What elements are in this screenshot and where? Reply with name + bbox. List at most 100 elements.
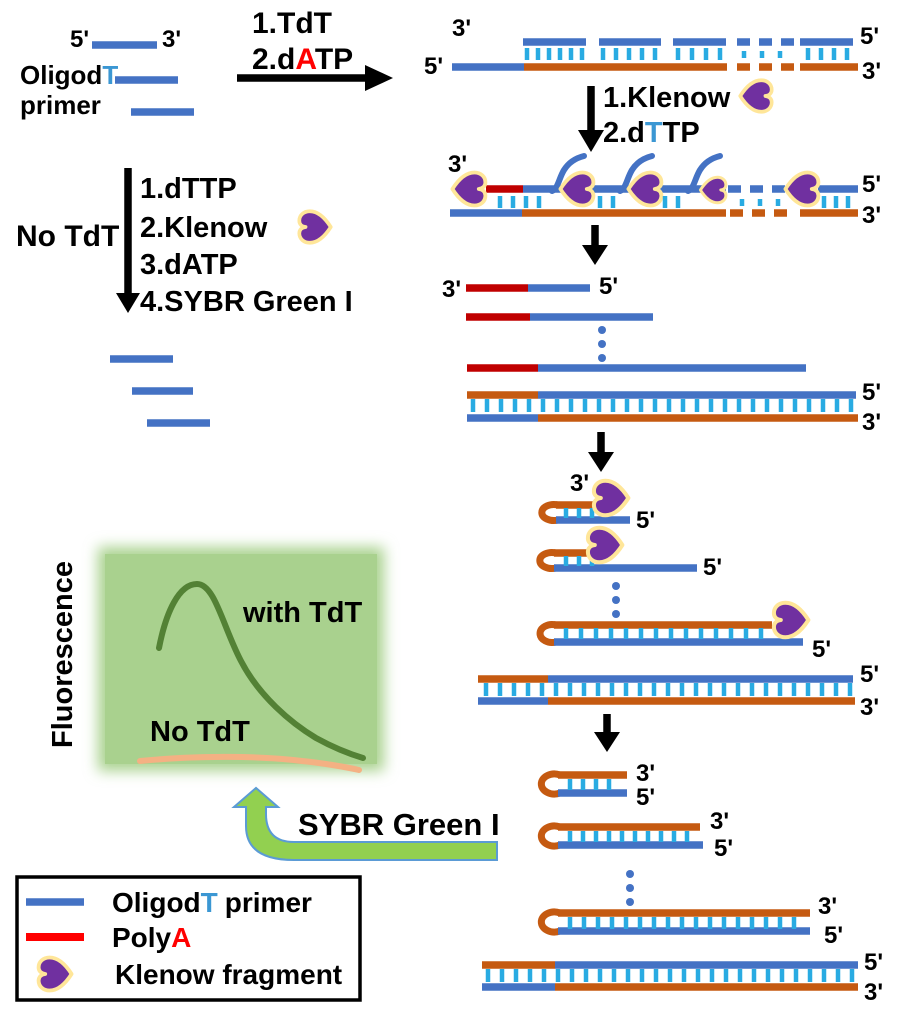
legend-oligodt-label: OligodT primer [112, 887, 312, 918]
ellipsis-dot [612, 596, 620, 604]
ellipsis-dot [598, 340, 606, 348]
five-prime-label: 5' [864, 949, 883, 976]
base-pair-ticks [600, 48, 658, 60]
three-prime-label: 3' [162, 26, 181, 53]
arrow-down-4 [594, 714, 620, 752]
base-pair-ticks-dashed [739, 199, 781, 206]
no-tdt-step-1: 1.dTTP [140, 173, 237, 205]
with-tdt-annotation: with TdT [242, 597, 362, 629]
base-pair-ticks [497, 196, 542, 208]
ellipsis-dot [626, 898, 634, 906]
hairpin-loop [537, 822, 562, 850]
three-prime-label: 3' [860, 694, 879, 721]
three-prime-label: 3' [710, 808, 729, 835]
klenow-fragment-icon [698, 175, 728, 205]
klenow-step-line2: 2.dTTP [603, 117, 700, 149]
base-pair-ticks [470, 399, 854, 412]
hairpin-loop [536, 621, 557, 646]
three-prime-label: 3' [570, 470, 589, 497]
oligodt-primer-pool: 5' 3' OligodT primer [20, 26, 194, 120]
no-tdt-branch: No TdT 1.dTTP 2.Klenow 3.dATP 4.SYBR Gre… [16, 168, 353, 427]
klenow-fragment-icon [738, 78, 774, 114]
klenow-fragment-icon [594, 481, 629, 516]
bent-up-arrow-icon [231, 786, 498, 861]
hairpin-loop [537, 770, 562, 798]
five-prime-label: 5' [862, 379, 881, 406]
base-pair-ticks [563, 628, 764, 639]
base-pair-ticks-dashed [741, 51, 783, 58]
hairpin-products-structure: 3' 5' 3' 5' 3' 5' 5' 3' [482, 760, 883, 1006]
three-prime-label: 3' [862, 202, 881, 229]
five-prime-label: 5' [636, 507, 655, 534]
klenow-fragment-icon [588, 528, 623, 563]
hairpin-klenow-structure: 3' 5' 5' 5' 5' 3' [478, 470, 879, 721]
five-prime-label: 5' [714, 835, 733, 862]
five-prime-label: 5' [424, 53, 443, 80]
arrow-klenow-dttp: 1.Klenow 2.dTTP [578, 78, 774, 152]
tdt-step-line1: 1.TdT [252, 7, 332, 40]
arrow-down-head-icon [578, 130, 604, 152]
klenow-extension-structure: 3' 5' 3' [448, 151, 881, 229]
legend-klenow-label: Klenow fragment [115, 959, 342, 990]
hairpin-loop [538, 501, 559, 524]
arrow-down-head-icon [116, 293, 140, 313]
base-pair-ticks [483, 683, 853, 696]
ellipsis-dot [626, 870, 634, 878]
ellipsis-dot [598, 354, 606, 362]
base-pair-ticks [821, 196, 851, 208]
base-pair-ticks [485, 969, 855, 982]
base-pair-ticks [662, 196, 681, 208]
klenow-fragment-icon [774, 603, 809, 638]
legend-polya-label: PolyA [112, 922, 191, 953]
fluorescence-chart: Fluorescence with TdT No TdT [47, 547, 384, 773]
annealed-template-structure: 3' 5' 5' 3' [424, 15, 881, 85]
three-prime-label: 3' [636, 760, 655, 787]
klenow-fragment-icon [297, 209, 333, 245]
sybr-green-arrow: SYBR Green I [231, 786, 500, 861]
no-tdt-step-3: 3.dATP [140, 249, 238, 281]
base-pair-ticks [567, 917, 797, 929]
hairpin-loop [536, 549, 557, 572]
base-pair-ticks [563, 508, 595, 518]
klenow-fragment-icon [558, 170, 596, 208]
three-prime-label: 3' [818, 893, 837, 920]
tdt-step-line2: 2.dATP [252, 43, 353, 76]
ellipsis-dot [598, 326, 606, 334]
no-tdt-annotation: No TdT [150, 716, 250, 748]
no-tdt-label: No TdT [16, 220, 119, 253]
no-tdt-curve [137, 753, 362, 773]
base-pair-ticks [597, 196, 616, 208]
ellipsis-dot [612, 610, 620, 618]
five-prime-label: 5' [636, 784, 655, 811]
five-prime-label: 5' [599, 273, 618, 300]
base-pair-ticks [524, 48, 585, 60]
displaced-strands-structure: 3' 5' 5' 3' [442, 273, 881, 436]
arrow-tdt-datp: 1.TdT 2.dATP [237, 7, 393, 91]
ellipsis-dot [626, 884, 634, 892]
five-prime-label: 5' [860, 661, 879, 688]
five-prime-label: 5' [812, 636, 831, 663]
hairpin-loop [537, 908, 562, 936]
five-prime-label: 5' [824, 922, 843, 949]
klenow-fragment-icon [783, 170, 821, 208]
no-tdt-step-4: 4.SYBR Green I [140, 286, 353, 318]
five-prime-label: 5' [703, 554, 722, 581]
base-pair-ticks [567, 831, 690, 842]
chart-y-axis-label: Fluorescence [47, 561, 79, 748]
arrow-down-head-icon [582, 245, 608, 265]
klenow-step-line1: 1.Klenow [603, 82, 731, 114]
arrow-right-head-icon [365, 65, 393, 91]
three-prime-label: 3' [442, 276, 461, 303]
arrow-down-3 [588, 432, 614, 472]
base-pair-ticks [675, 48, 723, 60]
five-prime-label: 5' [860, 23, 879, 50]
base-pair-ticks [567, 779, 612, 790]
five-prime-label: 5' [862, 171, 881, 198]
arrow-down-head-icon [594, 732, 620, 752]
oligodt-caption: OligodT [20, 60, 118, 90]
with-tdt-curve [156, 580, 366, 761]
arrow-down-2 [582, 225, 608, 265]
primer-caption: primer [20, 90, 101, 120]
